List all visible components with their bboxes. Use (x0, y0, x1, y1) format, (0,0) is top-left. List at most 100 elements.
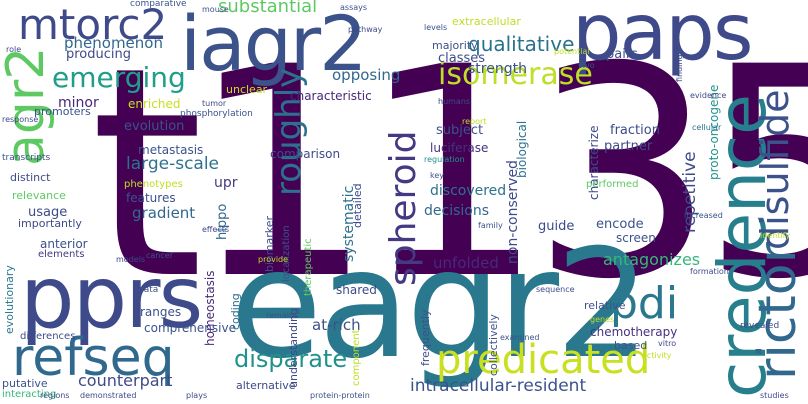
cloud-word: shared (336, 283, 377, 297)
cloud-word: localization (281, 225, 292, 282)
cloud-word: large-scale (126, 154, 220, 174)
cloud-word: importantly (18, 217, 82, 230)
cloud-word: understanding (287, 308, 300, 388)
cloud-word: comparison (270, 147, 341, 161)
cloud-word: pdi (610, 278, 679, 329)
cloud-word: key (430, 171, 445, 180)
cloud-word: component (351, 329, 362, 386)
cloud-word: therapeutic (303, 238, 314, 296)
cloud-word: iagr2 (180, 0, 368, 88)
cloud-word: paps (572, 0, 753, 78)
cloud-word: alternative (236, 379, 296, 392)
cloud-word: cancer (146, 251, 173, 260)
cloud-word: humans (438, 97, 471, 106)
cloud-word: refseq (12, 328, 175, 388)
cloud-word: increased (684, 211, 723, 220)
cloud-word: studies (760, 391, 789, 400)
cloud-word: usage (28, 205, 68, 220)
cloud-word: relative (584, 299, 626, 312)
cloud-word: disparate (234, 345, 348, 373)
cloud-word: pathway (348, 25, 383, 34)
cloud-word: pprs (20, 248, 203, 348)
cloud-word: models (116, 255, 146, 264)
cloud-word: luciferase (430, 141, 489, 155)
cloud-word: qualitative (468, 32, 575, 56)
cloud-word: pairs (606, 47, 638, 62)
cloud-word: antagonizes (603, 250, 701, 269)
cloud-word: collectively (487, 314, 500, 376)
cloud-word: plays (186, 391, 208, 400)
cloud-word: rictor (748, 242, 808, 380)
cloud-word: formation (690, 267, 729, 276)
cloud-word: upr (214, 175, 238, 191)
cloud-word: relevance (12, 189, 66, 202)
cloud-word: activity (642, 351, 672, 360)
cloud-word: transcripts (2, 153, 51, 163)
cloud-word: subject (436, 123, 484, 138)
cloud-word: frequently (419, 309, 432, 367)
cloud-word: intracellular-resident (410, 376, 587, 396)
cloud-word: provide (258, 255, 289, 264)
cloud-word: extracellular (452, 15, 521, 28)
cloud-word: identify (760, 231, 791, 240)
cloud-word: distinct (10, 171, 51, 184)
cloud-word: isomerase (438, 57, 593, 92)
cloud-word: anterior (40, 237, 88, 251)
cloud-word: regulation (424, 155, 465, 164)
cloud-word: enriched (128, 97, 181, 111)
cloud-word: guide (538, 219, 575, 234)
cloud-word: repetitive (680, 151, 700, 233)
cloud-word: chemotherapy (590, 325, 678, 339)
cloud-word: coding (229, 293, 242, 330)
cloud-word: evolutionary (3, 265, 16, 334)
cloud-word: response (2, 115, 39, 124)
cloud-word: performed (586, 179, 639, 190)
cloud-word: decisions (424, 203, 490, 219)
cloud-word: phenomenon (64, 34, 163, 52)
cloud-word: remains (266, 311, 299, 320)
cloud-word: revealed (740, 321, 780, 331)
cloud-word: unfolded (433, 254, 499, 272)
cloud-word: findings (675, 50, 684, 82)
cloud-word: data (138, 285, 159, 295)
cloud-word: majority (432, 39, 478, 52)
cloud-word: comprehensive (144, 321, 236, 335)
cloud-word: phosphorylation (180, 109, 253, 119)
cloud-word: disulfide (753, 89, 797, 250)
cloud-word: screen (616, 231, 656, 245)
cloud-word: roughly (269, 67, 309, 196)
cloud-word: elements (38, 249, 85, 260)
cloud-word: emerging (52, 61, 186, 94)
cloud-word: spheroid (383, 130, 424, 286)
cloud-word: assays (340, 3, 368, 12)
cloud-word: phenotypes (124, 179, 183, 190)
cloud-word: evidence (690, 91, 727, 100)
cloud-word: differences (20, 331, 76, 342)
cloud-word: eagr2 (230, 218, 651, 392)
cloud-word: evolution (124, 119, 185, 134)
cloud-word: report (462, 117, 487, 126)
cloud-word: interacting (2, 389, 57, 400)
cloud-word: based (614, 339, 648, 352)
cloud-word: hippo (215, 203, 230, 240)
cloud-word: producing (66, 47, 132, 62)
cloud-word: tumor (202, 99, 227, 108)
cloud-word: unclear (226, 83, 268, 96)
cloud-word: demonstrated (80, 391, 137, 400)
cloud-word: discovered (430, 183, 507, 199)
cloud-word: ranges (140, 305, 182, 319)
cloud-word: putative (2, 377, 48, 390)
cloud-word: examined (500, 333, 540, 342)
cloud-word: substantial (218, 0, 318, 17)
cloud-word: mtorc2 (18, 0, 168, 49)
cloud-word: fraction (610, 123, 660, 138)
cloud-word: sequence (536, 285, 575, 294)
cloud-word: minor (58, 95, 99, 111)
cloud-word: gradient (132, 204, 196, 222)
cloud-word: t1135 (90, 6, 808, 343)
cloud-word: vitro (658, 339, 677, 348)
cloud-word: features (126, 191, 176, 205)
cloud-word: role (6, 45, 22, 54)
cloud-word: counterpart (78, 371, 173, 390)
